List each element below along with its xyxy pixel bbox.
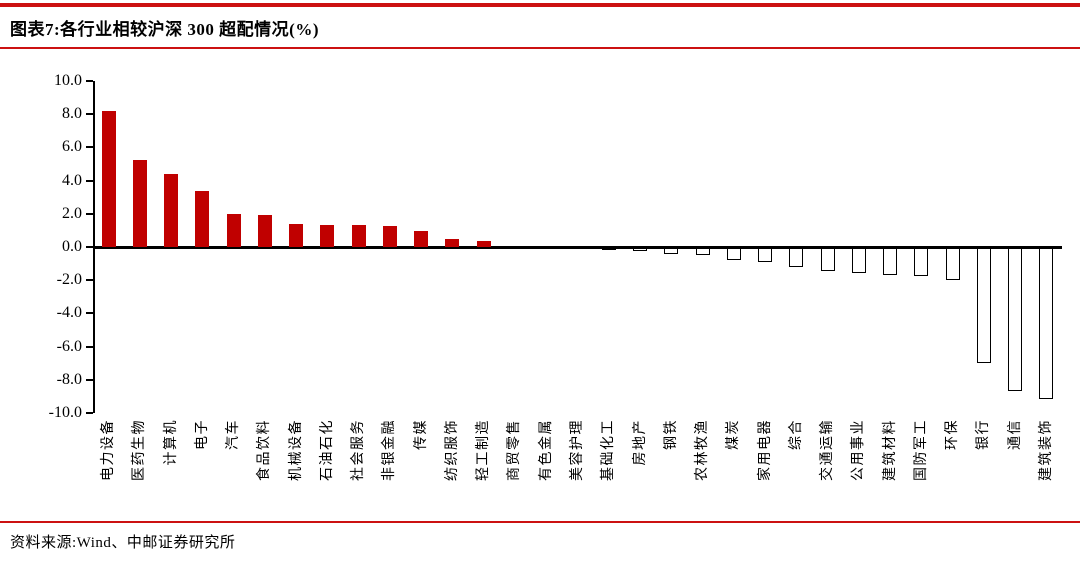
y-tick-label: -10.0 [48,404,82,421]
x-label-交通运输: 交通运输 [820,419,836,481]
y-tick-label: 2.0 [62,204,82,222]
bar-医药生物 [132,159,147,247]
x-label-机械设备: 机械设备 [288,419,304,481]
x-label-家用电器: 家用电器 [757,419,773,481]
bar-轻工制造 [476,241,491,247]
source-rule [0,521,1080,523]
bar-电力设备 [101,110,116,247]
y-tick-label: 8.0 [62,105,82,123]
y-tick [86,412,93,414]
x-label-银行: 银行 [976,419,992,450]
x-axis-line [93,246,1062,249]
bar-公用事业 [851,248,866,273]
x-label-传媒: 传媒 [413,419,429,450]
bar-石油石化 [320,225,335,247]
x-label-计算机: 计算机 [163,419,179,466]
x-label-通信: 通信 [1007,419,1023,450]
x-label-钢铁: 钢铁 [663,419,679,450]
x-label-美容护理: 美容护理 [570,419,585,481]
x-label-建筑材料: 建筑材料 [882,419,898,481]
x-label-电力设备: 电力设备 [101,419,117,481]
bar-钢铁 [664,248,679,254]
x-label-食品饮料: 食品饮料 [257,419,273,481]
x-label-石油石化: 石油石化 [319,419,335,481]
y-tick [86,146,93,149]
bar-综合 [789,248,804,268]
x-label-轻工制造: 轻工制造 [476,419,492,481]
x-label-非银金融: 非银金融 [382,419,398,481]
figure-title: 图表7:各行业相较沪深 300 超配情况(%) [10,20,319,39]
y-tick [86,246,93,248]
y-tick [86,80,93,82]
x-label-国防军工: 国防军工 [913,419,929,481]
bar-基础化工 [601,248,616,251]
bar-纺织服饰 [445,238,460,247]
bar-银行 [976,248,991,363]
y-tick-label: -2.0 [56,271,82,289]
x-label-社会服务: 社会服务 [351,419,367,481]
bar-环保 [945,248,960,280]
y-tick [86,113,93,116]
bar-建筑装饰 [1039,248,1054,400]
x-label-基础化工: 基础化工 [601,419,617,481]
y-tick [86,212,93,215]
y-tick-label: 10.0 [54,72,82,89]
x-label-煤炭: 煤炭 [726,419,742,450]
bar-农林牧渔 [695,248,710,256]
y-tick-label: -6.0 [56,337,82,355]
y-tick-label: -4.0 [56,304,82,322]
y-tick [86,345,93,348]
x-label-商贸零售: 商贸零售 [507,419,523,481]
y-tick [86,179,93,182]
y-tick [86,312,93,315]
y-tick [86,378,93,381]
x-label-电子: 电子 [194,419,210,450]
bar-机械设备 [289,223,304,247]
bar-家用电器 [758,248,773,263]
bar-电子 [195,190,210,247]
bar-非银金融 [382,226,397,247]
x-label-房地产: 房地产 [632,419,648,466]
y-tick [86,279,93,282]
bar-煤炭 [726,248,741,261]
source-note: 资料来源:Wind、中邮证券研究所 [10,535,236,551]
x-label-环保: 环保 [945,419,961,450]
y-tick-label: -8.0 [56,370,82,388]
x-label-农林牧渔: 农林牧渔 [695,419,711,481]
bar-房地产 [633,248,648,252]
bar-国防军工 [914,248,929,277]
x-label-建筑装饰: 建筑装饰 [1038,419,1054,481]
x-label-医药生物: 医药生物 [132,419,148,481]
x-label-有色金属: 有色金属 [538,419,554,481]
x-label-综合: 综合 [788,419,804,450]
bar-社会服务 [351,225,366,247]
title-rule [0,47,1080,49]
bar-通信 [1008,248,1023,391]
x-label-公用事业: 公用事业 [851,419,867,481]
bar-汽车 [226,213,241,247]
y-tick-label: 6.0 [62,138,82,156]
y-tick-label: 0.0 [62,238,82,255]
bar-传媒 [414,231,429,247]
x-label-汽车: 汽车 [226,419,242,450]
top-rule [0,3,1080,7]
bar-交通运输 [820,248,835,272]
y-tick-label: 4.0 [62,171,82,189]
bar-食品饮料 [257,215,272,247]
bar-计算机 [164,173,179,247]
x-label-纺织服饰: 纺织服饰 [444,419,460,481]
bar-建筑材料 [883,248,898,276]
